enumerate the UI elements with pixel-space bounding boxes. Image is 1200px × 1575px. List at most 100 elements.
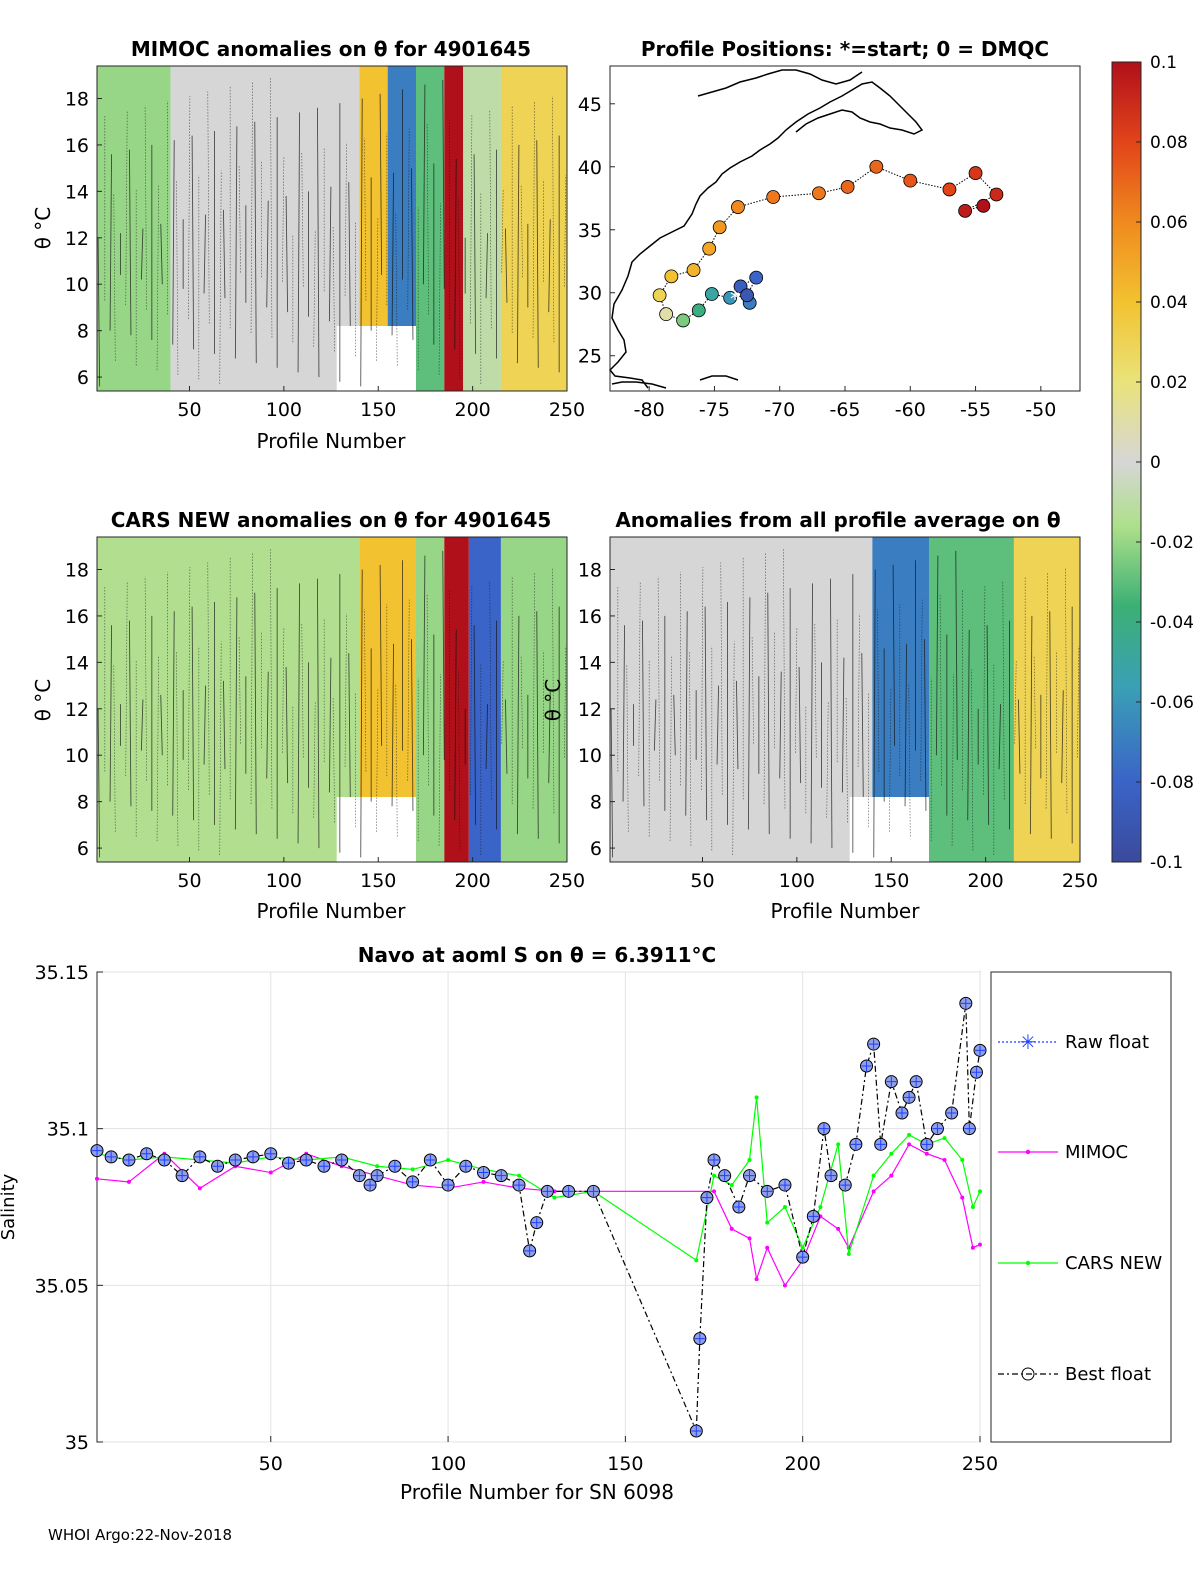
series-point	[127, 1180, 131, 1184]
series-point	[971, 1205, 975, 1209]
track-point	[665, 270, 678, 283]
heatmap-band	[97, 66, 171, 391]
salinity-title: Navo at aoml S on θ = 6.3911°C	[358, 943, 716, 967]
series-point	[198, 1186, 202, 1190]
cars-ylabel: θ °C	[31, 679, 55, 722]
series-point	[872, 1189, 876, 1193]
y-tick-label: 16	[65, 606, 89, 628]
track-point	[653, 289, 666, 302]
series-point	[971, 1246, 975, 1250]
series-point	[801, 1246, 805, 1250]
y-tick-label: 12	[578, 699, 602, 721]
track-point	[703, 242, 716, 255]
x-tick-label: -80	[634, 399, 665, 421]
legend-mimoc-label: MIMOC	[1065, 1142, 1128, 1163]
colorbar: 0.10.080.060.040.020-0.02-0.04-0.06-0.08…	[1112, 53, 1194, 873]
y-tick-label: 10	[65, 745, 89, 767]
mimoc-xlabel: Profile Number	[257, 429, 407, 453]
colorbar-tick-label: 0	[1150, 453, 1161, 473]
heatmap-band	[444, 537, 469, 862]
y-tick-label: 12	[65, 699, 89, 721]
track-point	[741, 289, 754, 302]
float-track	[653, 160, 1003, 327]
colorbar-tick-label: 0.04	[1150, 293, 1188, 313]
y-tick-label: 18	[65, 89, 89, 111]
y-tick-label: 12	[65, 228, 89, 250]
colorbar-tick-label: 0.08	[1150, 133, 1188, 153]
y-tick-label: 14	[578, 652, 602, 674]
x-tick-label: 100	[430, 1453, 466, 1475]
series-point	[411, 1167, 415, 1171]
heatmap-band	[416, 537, 444, 862]
x-tick-label: 50	[177, 870, 201, 892]
track-point	[841, 180, 854, 193]
series-point	[747, 1236, 751, 1240]
coastline-north	[698, 70, 862, 96]
series-point	[730, 1227, 734, 1231]
x-tick-label: 200	[454, 870, 490, 892]
series-point	[694, 1258, 698, 1262]
x-tick-label: 50	[690, 870, 714, 892]
y-tick-label: 8	[590, 792, 602, 814]
salinity-panel: Navo at aoml S on θ = 6.3911°C 501001502…	[0, 943, 1171, 1504]
series-point	[818, 1205, 822, 1209]
series-point	[765, 1246, 769, 1250]
x-tick-label: 150	[360, 870, 396, 892]
y-tick-label: 45	[578, 94, 602, 116]
series-point	[872, 1174, 876, 1178]
colorbar-tick-label: -0.06	[1150, 693, 1194, 713]
track-point	[677, 314, 690, 327]
track-point	[943, 183, 956, 196]
x-tick-label: 200	[967, 870, 1003, 892]
cars-xlabel: Profile Number	[257, 899, 407, 923]
y-tick-label: 35	[578, 220, 602, 242]
x-tick-label: 200	[785, 1453, 821, 1475]
y-tick-label: 25	[578, 346, 602, 368]
track-point	[767, 191, 780, 204]
start-marker: *	[730, 287, 740, 311]
series-point	[943, 1158, 947, 1162]
y-tick-label: 10	[578, 745, 602, 767]
series-point	[847, 1252, 851, 1256]
x-tick-label: 100	[266, 399, 302, 421]
cars-panel: CARS NEW anomalies on θ for 4901645 5010…	[31, 508, 585, 923]
heatmap-band	[463, 66, 501, 391]
salinity-ylabel: Salinity	[0, 1173, 19, 1240]
track-point	[959, 204, 972, 217]
salinity-axes-box	[97, 972, 980, 1442]
series-point	[889, 1174, 893, 1178]
y-tick-label: 35.1	[47, 1119, 89, 1141]
heatmap-band	[416, 66, 444, 391]
series-point	[482, 1180, 486, 1184]
colorbar-tick-label: 0.1	[1150, 53, 1177, 73]
series-point	[889, 1152, 893, 1156]
x-tick-label: 50	[177, 399, 201, 421]
track-point	[904, 174, 917, 187]
y-tick-label: 10	[65, 274, 89, 296]
series-point	[960, 1196, 964, 1200]
heatmap-band	[97, 537, 359, 862]
legend: ✳ Raw float MIMOC CARS NEW Best float	[991, 972, 1171, 1442]
series-point	[783, 1283, 787, 1287]
y-tick-label: 18	[578, 560, 602, 582]
y-tick-label: 14	[65, 652, 89, 674]
track-point	[977, 199, 990, 212]
series-point	[836, 1142, 840, 1146]
legend-raw-marker: ✳	[1020, 1030, 1037, 1054]
y-tick-label: 40	[578, 157, 602, 179]
positions-panel: Profile Positions: *=start; 0 = DMQC * -…	[578, 37, 1080, 421]
series-point	[269, 1171, 273, 1175]
x-tick-label: 50	[259, 1453, 283, 1475]
y-tick-label: 14	[65, 181, 89, 203]
average-title: Anomalies from all profile average on θ	[615, 508, 1060, 532]
y-tick-label: 8	[77, 792, 89, 814]
series-point	[95, 1177, 99, 1181]
x-tick-label: 250	[962, 1453, 998, 1475]
y-tick-label: 35	[65, 1432, 89, 1454]
x-tick-label: -60	[895, 399, 926, 421]
x-tick-label: 150	[360, 399, 396, 421]
series-point	[712, 1189, 716, 1193]
y-tick-label: 6	[77, 838, 89, 860]
y-tick-label: 18	[65, 560, 89, 582]
series-point	[783, 1205, 787, 1209]
